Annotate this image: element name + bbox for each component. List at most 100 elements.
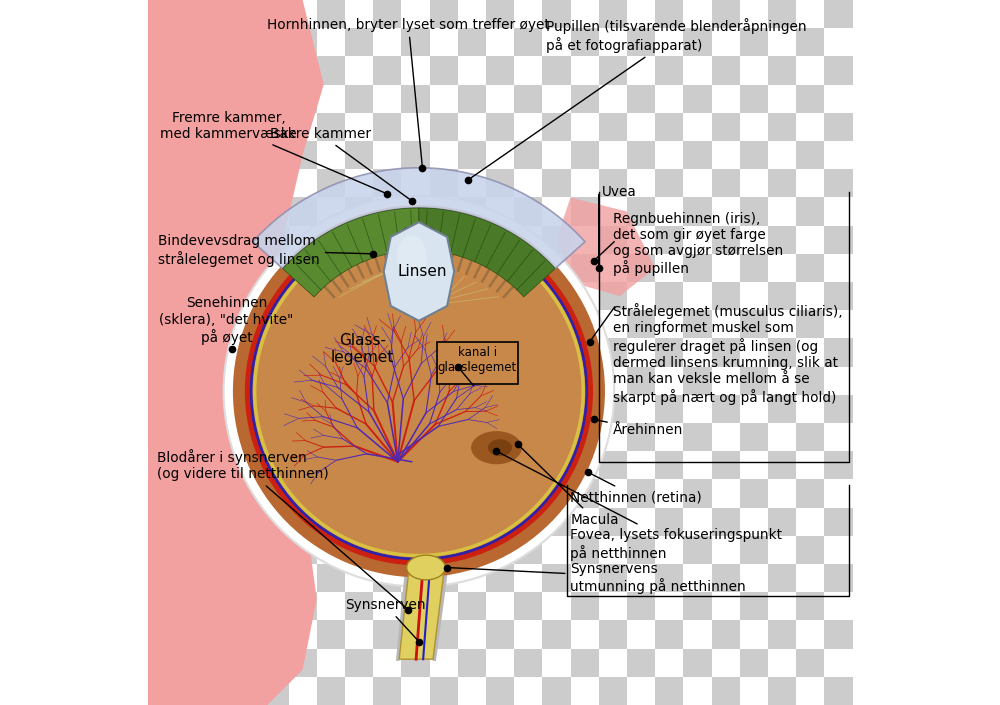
Bar — [260, 536, 288, 564]
Bar — [317, 620, 345, 649]
Bar — [288, 169, 317, 197]
Bar — [430, 197, 458, 226]
Ellipse shape — [472, 431, 521, 464]
Bar — [148, 0, 176, 28]
Bar — [824, 141, 852, 169]
Bar — [401, 141, 430, 169]
Bar — [655, 226, 683, 254]
Bar — [683, 479, 712, 508]
Bar — [683, 508, 712, 536]
Polygon shape — [399, 575, 444, 659]
Bar — [204, 479, 232, 508]
Bar — [683, 141, 712, 169]
Bar — [683, 226, 712, 254]
Bar — [317, 677, 345, 705]
Bar — [796, 620, 824, 649]
Bar — [627, 338, 655, 367]
Bar — [260, 197, 288, 226]
Bar — [345, 677, 373, 705]
Bar — [824, 479, 852, 508]
Bar — [542, 564, 571, 592]
Bar — [232, 226, 260, 254]
Bar — [260, 479, 288, 508]
Bar — [570, 197, 599, 226]
Bar — [176, 338, 204, 367]
Bar — [514, 226, 542, 254]
Bar — [712, 423, 740, 451]
Bar — [204, 226, 232, 254]
Bar — [796, 536, 824, 564]
Bar — [796, 310, 824, 338]
Bar — [881, 592, 909, 620]
Bar — [796, 169, 824, 197]
Bar — [712, 85, 740, 113]
Bar — [824, 367, 852, 395]
Bar — [288, 56, 317, 85]
Bar — [148, 620, 176, 649]
Bar — [712, 113, 740, 141]
Text: Pupillen (tilsvarende blenderåpningen
på et fotografiapparat): Pupillen (tilsvarende blenderåpningen på… — [471, 18, 806, 178]
Bar — [740, 395, 768, 423]
Bar — [852, 310, 881, 338]
Bar — [768, 564, 796, 592]
Bar — [204, 310, 232, 338]
Bar — [740, 28, 768, 56]
Bar — [260, 254, 288, 282]
Bar — [176, 592, 204, 620]
Bar — [740, 338, 768, 367]
Bar — [260, 0, 288, 28]
Bar — [881, 141, 909, 169]
Bar — [542, 592, 571, 620]
Bar — [204, 254, 232, 282]
Bar — [430, 620, 458, 649]
Bar — [824, 310, 852, 338]
Bar — [712, 310, 740, 338]
Bar — [514, 282, 542, 310]
Bar — [824, 28, 852, 56]
Bar — [204, 338, 232, 367]
Bar — [288, 85, 317, 113]
Bar — [824, 56, 852, 85]
Bar — [514, 367, 542, 395]
Bar — [486, 423, 514, 451]
Bar — [740, 649, 768, 677]
Bar — [232, 649, 260, 677]
Bar — [401, 592, 430, 620]
Bar — [373, 226, 401, 254]
Bar — [712, 451, 740, 479]
Text: Linsen: Linsen — [398, 264, 447, 279]
Bar — [437, 342, 518, 384]
Bar — [288, 395, 317, 423]
Bar — [486, 0, 514, 28]
Bar — [317, 592, 345, 620]
Bar — [768, 592, 796, 620]
Bar — [458, 649, 486, 677]
Bar — [204, 282, 232, 310]
Bar — [317, 28, 345, 56]
Bar — [176, 395, 204, 423]
Bar — [204, 677, 232, 705]
Bar — [570, 56, 599, 85]
Bar — [176, 649, 204, 677]
Ellipse shape — [489, 440, 511, 455]
Bar — [655, 649, 683, 677]
Text: Macula: Macula — [520, 446, 619, 527]
Bar — [260, 395, 288, 423]
Bar — [627, 649, 655, 677]
Bar — [401, 338, 430, 367]
Bar — [514, 620, 542, 649]
Bar — [627, 536, 655, 564]
Bar — [627, 677, 655, 705]
Bar — [204, 113, 232, 141]
Bar — [260, 508, 288, 536]
Bar — [542, 677, 571, 705]
Bar — [373, 423, 401, 451]
Bar — [232, 0, 260, 28]
Bar — [345, 536, 373, 564]
Bar — [852, 254, 881, 282]
Bar — [570, 536, 599, 564]
Bar — [599, 197, 627, 226]
Bar — [458, 0, 486, 28]
Bar — [599, 395, 627, 423]
Bar — [768, 141, 796, 169]
